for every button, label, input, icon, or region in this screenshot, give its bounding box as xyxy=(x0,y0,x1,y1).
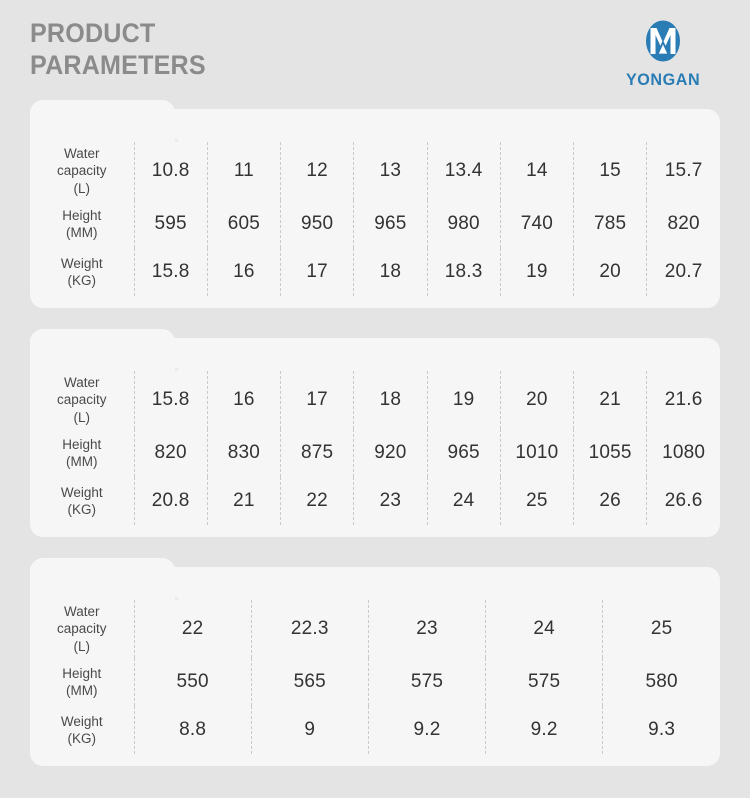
table-cell: 9.3 xyxy=(602,706,720,754)
table-cell: 1055 xyxy=(572,429,647,477)
table-cell: 9 xyxy=(250,706,369,754)
table-cell: 22 xyxy=(279,477,354,525)
table-cell: 830 xyxy=(206,429,281,477)
table-cell: 23 xyxy=(353,477,427,525)
table-cell: 920 xyxy=(353,429,427,477)
table-cell: 20 xyxy=(499,371,574,429)
table-cell: 9.2 xyxy=(367,706,486,754)
table-cell: 20 xyxy=(572,248,647,296)
table-cell: 580 xyxy=(602,658,720,706)
row-label: Height (MM) xyxy=(62,436,102,469)
parameter-card: DIMENSION Water capacity (L) 22 22.3 23 … xyxy=(30,558,720,766)
table-cell: 20.7 xyxy=(646,248,720,296)
page-header: PRODUCT PARAMETERS YONGAN xyxy=(0,0,750,100)
table-row: Weight (KG) 20.8 21 22 23 24 25 26 26.6 xyxy=(30,477,720,525)
brand-logo: YONGAN xyxy=(624,20,702,90)
row-label: Weight (KG) xyxy=(60,255,103,288)
parameter-cards: DIMENSION Water capacity (L) 10.8 11 12 … xyxy=(0,100,750,766)
card-body: DIMENSION Water capacity (L) 15.8 16 17 … xyxy=(30,338,720,537)
table-cell: 575 xyxy=(485,658,603,706)
table-cell: 13 xyxy=(353,142,427,200)
table-cell: 605 xyxy=(206,200,281,248)
row-label: Weight (KG) xyxy=(60,484,103,517)
table-row: Water capacity (L) 15.8 16 17 18 19 20 2… xyxy=(30,371,720,429)
table-cell: 550 xyxy=(133,658,252,706)
table-cell: 1010 xyxy=(499,429,574,477)
table-cell: 17 xyxy=(279,371,354,429)
table-cell: 965 xyxy=(353,200,427,248)
table-cell: 17 xyxy=(279,248,354,296)
table-cell: 22.3 xyxy=(250,600,369,658)
table-cell: 26 xyxy=(572,477,647,525)
table-cell: 15.8 xyxy=(133,248,208,296)
table-cell: 740 xyxy=(499,200,574,248)
parameters-table: Water capacity (L) 15.8 16 17 18 19 20 2… xyxy=(30,371,720,525)
table-row: Water capacity (L) 22 22.3 23 24 25 xyxy=(30,600,720,658)
table-cell: 12 xyxy=(279,142,354,200)
page-title: PRODUCT PARAMETERS xyxy=(30,18,206,80)
table-cell: 25 xyxy=(499,477,574,525)
table-row: Height (MM) 550 565 575 575 580 xyxy=(30,658,720,706)
table-cell: 980 xyxy=(426,200,501,248)
row-label: Water capacity (L) xyxy=(56,375,107,425)
table-cell: 14 xyxy=(499,142,574,200)
table-row: Height (MM) 820 830 875 920 965 1010 105… xyxy=(30,429,720,477)
table-row: Weight (KG) 8.8 9 9.2 9.2 9.3 xyxy=(30,706,720,754)
table-cell: 10.8 xyxy=(133,142,208,200)
parameters-table: Water capacity (L) 10.8 11 12 13 13.4 14… xyxy=(30,142,720,296)
row-label: Height (MM) xyxy=(62,665,102,698)
table-cell: 19 xyxy=(426,371,501,429)
table-row: Water capacity (L) 10.8 11 12 13 13.4 14… xyxy=(30,142,720,200)
row-label: Water capacity (L) xyxy=(56,604,107,654)
table-cell: 575 xyxy=(367,658,486,706)
card-tab xyxy=(30,100,175,142)
table-cell: 23 xyxy=(367,600,486,658)
table-cell: 18 xyxy=(353,248,427,296)
parameter-card: DIMENSION Water capacity (L) 15.8 16 17 … xyxy=(30,329,720,537)
table-cell: 24 xyxy=(426,477,501,525)
table-cell: 16 xyxy=(206,248,281,296)
table-row: Weight (KG) 15.8 16 17 18 18.3 19 20 20.… xyxy=(30,248,720,296)
parameter-card: DIMENSION Water capacity (L) 10.8 11 12 … xyxy=(30,100,720,308)
table-cell: 965 xyxy=(426,429,501,477)
table-cell: 8.8 xyxy=(133,706,252,754)
card-tab xyxy=(30,329,175,371)
table-cell: 21 xyxy=(206,477,281,525)
parameters-table: Water capacity (L) 22 22.3 23 24 25 Heig… xyxy=(30,600,720,754)
table-cell: 13.4 xyxy=(426,142,501,200)
table-cell: 820 xyxy=(133,429,208,477)
table-cell: 820 xyxy=(646,200,720,248)
table-cell: 24 xyxy=(485,600,603,658)
table-cell: 18.3 xyxy=(426,248,501,296)
table-cell: 25 xyxy=(602,600,720,658)
table-cell: 22 xyxy=(133,600,252,658)
table-cell: 21.6 xyxy=(646,371,720,429)
table-cell: 595 xyxy=(133,200,208,248)
table-cell: 15 xyxy=(572,142,647,200)
card-tab xyxy=(30,558,175,600)
table-cell: 9.2 xyxy=(485,706,603,754)
table-cell: 21 xyxy=(572,371,647,429)
table-cell: 15.7 xyxy=(646,142,720,200)
table-cell: 11 xyxy=(206,142,281,200)
table-cell: 950 xyxy=(279,200,354,248)
table-cell: 20.8 xyxy=(133,477,208,525)
table-cell: 18 xyxy=(353,371,427,429)
table-cell: 26.6 xyxy=(646,477,720,525)
table-cell: 16 xyxy=(206,371,281,429)
table-cell: 875 xyxy=(279,429,354,477)
table-row: Height (MM) 595 605 950 965 980 740 785 … xyxy=(30,200,720,248)
table-cell: 1080 xyxy=(646,429,720,477)
brand-name: YONGAN xyxy=(625,70,701,89)
yongan-circle-logo-icon xyxy=(641,20,685,67)
table-cell: 565 xyxy=(250,658,369,706)
table-cell: 785 xyxy=(572,200,647,248)
card-body: DIMENSION Water capacity (L) 10.8 11 12 … xyxy=(30,109,720,308)
row-label: Water capacity (L) xyxy=(56,146,107,196)
table-cell: 15.8 xyxy=(133,371,208,429)
row-label: Weight (KG) xyxy=(60,713,103,746)
row-label: Height (MM) xyxy=(62,207,102,240)
table-cell: 19 xyxy=(499,248,574,296)
